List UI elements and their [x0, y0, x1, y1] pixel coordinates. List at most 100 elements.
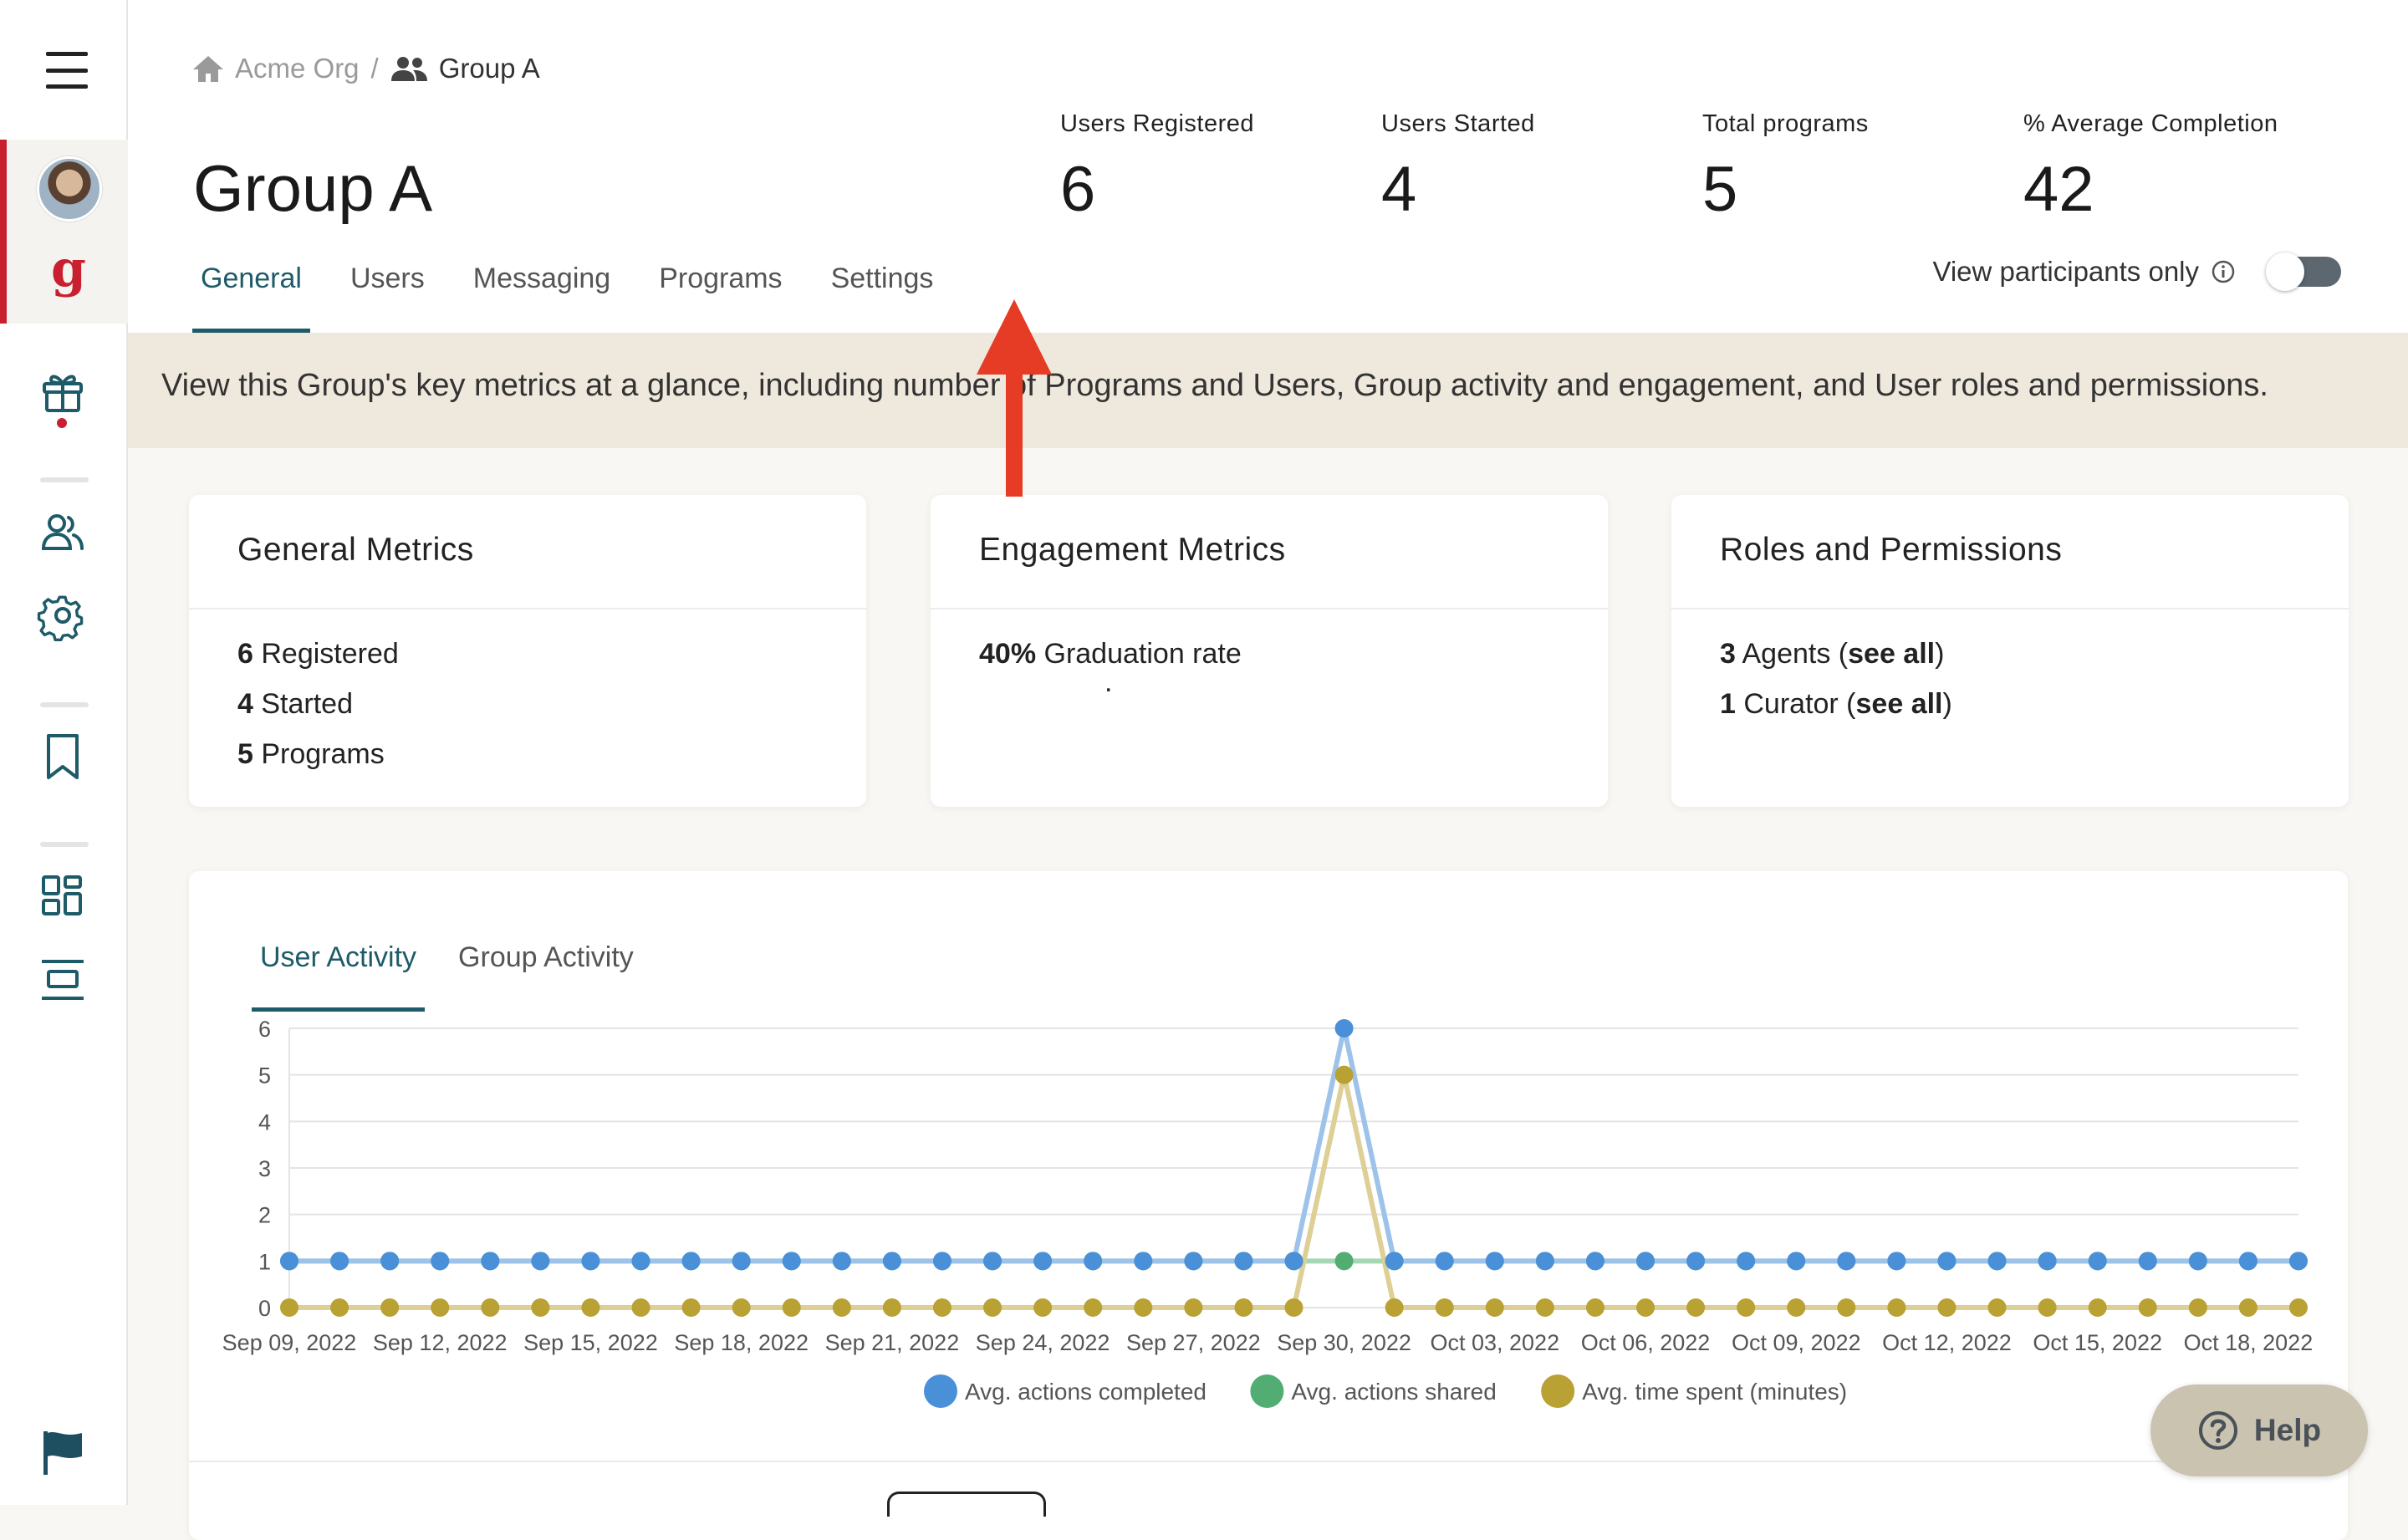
legend-label: Avg. time spent (minutes): [1582, 1379, 1847, 1405]
data-point: [782, 1298, 801, 1317]
metric-label: Programs: [253, 738, 385, 770]
notification-dot: [57, 418, 67, 428]
data-point: [1585, 1298, 1604, 1317]
x-tick-label: Oct 06, 2022: [1581, 1330, 1711, 1355]
data-point: [380, 1252, 400, 1271]
metric-row: 6 Registered: [237, 638, 866, 688]
data-point: [1887, 1298, 1906, 1317]
data-point: [2238, 1252, 2258, 1271]
settings-gear-icon[interactable]: [37, 589, 89, 641]
y-tick-label: 1: [258, 1249, 271, 1274]
card-body: 6 Registered 4 Started 5 Programs: [189, 609, 866, 788]
bookmark-icon[interactable]: [37, 731, 89, 783]
breadcrumb-org-link[interactable]: Acme Org: [235, 53, 360, 84]
data-point: [330, 1298, 349, 1317]
account-switcher[interactable]: g: [0, 140, 128, 324]
stat-average-completion: % Average Completion 42: [2023, 110, 2278, 226]
data-point: [2188, 1298, 2207, 1317]
stat-label: Users Started: [1381, 110, 1535, 137]
x-tick-label: Oct 09, 2022: [1732, 1330, 1861, 1355]
x-tick-label: Sep 09, 2022: [222, 1330, 357, 1355]
stat-users-registered: Users Registered 6: [1060, 110, 1254, 226]
roles-permissions-card: Roles and Permissions 3 Agents (see all)…: [1671, 495, 2349, 807]
data-point: [2038, 1298, 2057, 1317]
data-point: [1987, 1252, 2007, 1271]
sidebar-divider: [40, 842, 89, 847]
sidebar-divider: [40, 702, 89, 707]
data-point: [932, 1252, 951, 1271]
tab-users[interactable]: Users: [349, 263, 425, 294]
x-tick-label: Sep 21, 2022: [825, 1330, 960, 1355]
data-point: [531, 1298, 550, 1317]
stat-value: 4: [1381, 154, 1417, 225]
data-point: [1385, 1298, 1404, 1317]
tab-group-activity[interactable]: Group Activity: [458, 941, 634, 973]
menu-icon[interactable]: [46, 52, 88, 89]
layout-icon[interactable]: [37, 955, 89, 1007]
tab-user-activity[interactable]: User Activity: [252, 906, 426, 1012]
engagement-metrics-card: Engagement Metrics 40% Graduation rate .: [931, 495, 1608, 807]
tab-general[interactable]: General: [192, 251, 310, 333]
y-tick-label: 0: [258, 1296, 271, 1321]
x-tick-label: Sep 18, 2022: [674, 1330, 809, 1355]
role-count: 1: [1720, 688, 1736, 720]
view-participants-control: View participants only: [1932, 252, 2341, 291]
avatar[interactable]: [37, 156, 102, 222]
y-tick-label: 4: [258, 1109, 271, 1135]
stat-label: Total programs: [1702, 110, 1869, 137]
page-title: Group A: [193, 151, 433, 225]
users-icon[interactable]: [37, 507, 89, 558]
tab-programs[interactable]: Programs: [659, 263, 783, 294]
legend-label: Avg. actions shared: [1291, 1379, 1496, 1405]
metric-value: 6: [237, 638, 253, 670]
data-point: [1937, 1298, 1956, 1317]
help-button[interactable]: Help: [2150, 1384, 2368, 1476]
data-point: [832, 1298, 851, 1317]
card-title: Engagement Metrics: [931, 495, 1608, 609]
role-row: 1 Curator (see all): [1720, 688, 2349, 738]
dashboard-icon[interactable]: [37, 870, 89, 922]
metric-value: 40%: [979, 638, 1037, 670]
data-point: [681, 1298, 701, 1317]
data-point: [2188, 1252, 2207, 1271]
view-participants-toggle[interactable]: [2266, 252, 2341, 291]
x-tick-label: Sep 15, 2022: [523, 1330, 658, 1355]
see-all-agents-link[interactable]: see all: [1848, 638, 1936, 670]
stat-label: % Average Completion: [2023, 110, 2278, 137]
annotation-arrow-icon: [977, 299, 1052, 497]
data-point: [1686, 1298, 1706, 1317]
stat-label: Users Registered: [1060, 110, 1255, 137]
flag-icon[interactable]: [37, 1426, 89, 1478]
data-point: [2238, 1298, 2258, 1317]
stat-value: 5: [1702, 154, 1738, 225]
info-icon[interactable]: [2211, 259, 2236, 284]
view-participants-label: View participants only: [1932, 256, 2199, 287]
breadcrumb: Acme Org / Group A: [191, 48, 540, 89]
partial-button[interactable]: [887, 1492, 1046, 1517]
data-point: [1334, 1065, 1354, 1084]
data-point: [1987, 1298, 2007, 1317]
data-point: [1435, 1252, 1454, 1271]
data-point: [1184, 1252, 1203, 1271]
activity-chart-card: User Activity Group Activity 0 1 2 3 4 5 6 Sep …: [189, 871, 2348, 1540]
home-icon[interactable]: [191, 54, 225, 84]
gift-icon[interactable]: [37, 365, 89, 417]
data-point: [732, 1252, 751, 1271]
see-all-curators-link[interactable]: see all: [1855, 688, 1943, 720]
data-point: [1485, 1252, 1504, 1271]
metric-label: Started: [253, 688, 353, 720]
page-tabs: General Users Messaging Programs Setting…: [192, 251, 973, 333]
data-point: [983, 1252, 1002, 1271]
stat-value: 42: [2023, 154, 2094, 225]
data-point: [1686, 1252, 1706, 1271]
tab-messaging[interactable]: Messaging: [472, 263, 611, 294]
data-point: [1234, 1298, 1253, 1317]
main-content: Acme Org / Group A Group A Users Registe…: [128, 0, 2408, 1540]
series-line: [289, 1026, 2298, 1264]
stat-users-started: Users Started 4: [1381, 110, 1535, 226]
tab-settings[interactable]: Settings: [830, 263, 934, 294]
legend-marker: [1250, 1374, 1284, 1408]
data-point: [2038, 1252, 2057, 1271]
stat-value: 6: [1060, 154, 1096, 225]
paren-close: ): [1935, 638, 1945, 670]
